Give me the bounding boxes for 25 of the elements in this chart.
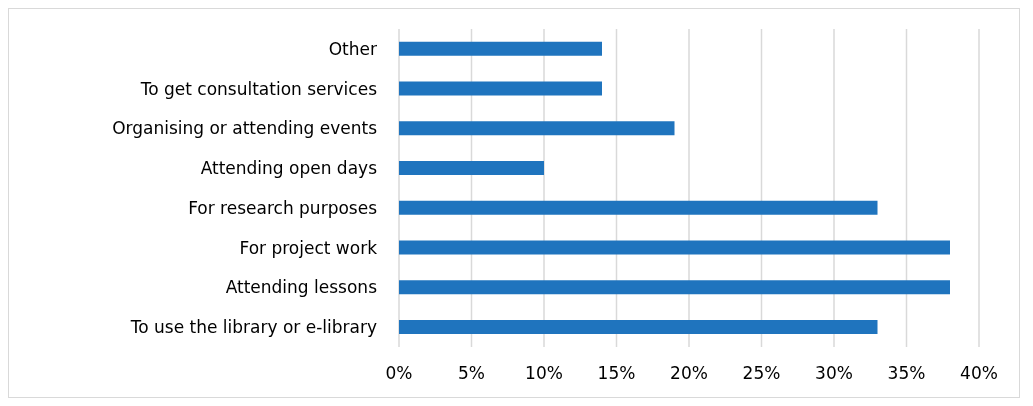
y-tick-label: Attending open days: [200, 158, 378, 179]
y-tick-label: Other: [328, 38, 377, 59]
y-tick-label: To use the library or e-library: [129, 317, 377, 338]
x-tick-label: 15%: [597, 363, 636, 384]
bar: [399, 160, 544, 175]
bar: [399, 200, 878, 215]
y-tick-label: To get consultation services: [139, 78, 378, 99]
x-tick-label: 40%: [960, 363, 998, 384]
x-tick-label: 5%: [458, 363, 485, 384]
y-tick-label: Attending lessons: [225, 277, 378, 298]
bar: [399, 121, 675, 136]
bar: [399, 280, 950, 295]
x-tick-label: 25%: [742, 363, 781, 384]
x-tick-label: 20%: [670, 363, 708, 384]
bar: [399, 240, 950, 255]
y-tick-label: Organising or attending events: [112, 118, 378, 139]
x-tick-label: 10%: [525, 363, 563, 384]
bar: [399, 319, 878, 334]
y-tick-label: For project work: [239, 237, 378, 258]
x-tick-label: 30%: [815, 363, 853, 384]
y-tick-label: For research purposes: [188, 197, 378, 218]
x-tick-label: 0%: [385, 363, 413, 384]
x-tick-label: 35%: [887, 363, 926, 384]
bar: [399, 41, 602, 56]
bar: [399, 81, 602, 96]
